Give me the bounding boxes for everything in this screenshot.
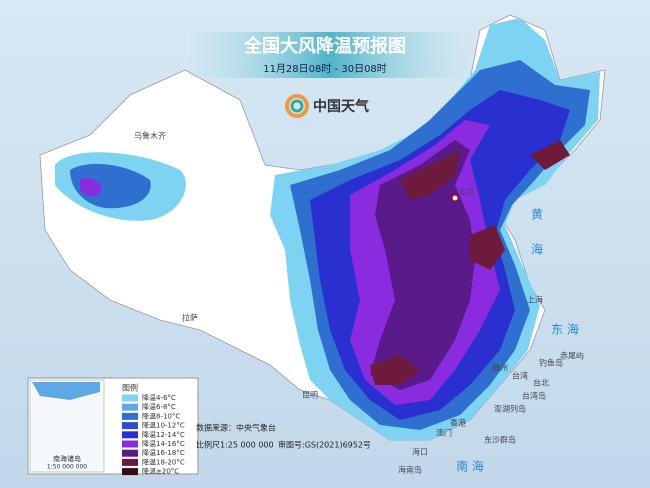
legend-swatch xyxy=(122,458,138,466)
place-label: 澎湖列岛 xyxy=(494,404,526,414)
inset-label: 南海诸岛 xyxy=(53,454,81,463)
legend-label: 降温16-18°C xyxy=(142,448,185,457)
map-scale: 比例尺1:25 000 000 xyxy=(196,440,274,450)
place-label: 北京 xyxy=(458,187,474,197)
place-label: 昆明 xyxy=(302,391,318,400)
legend-title: 图例 xyxy=(122,383,138,393)
inset-scale: 1:50 000 000 xyxy=(47,464,87,471)
zone-18-20 xyxy=(370,140,570,385)
place-label: 澳门 xyxy=(436,428,452,438)
title-banner xyxy=(190,32,470,78)
zone-xinjiang-core xyxy=(80,178,102,196)
legend-swatch xyxy=(122,412,138,420)
legend-label: 降温14-16°C xyxy=(142,439,185,448)
legend-swatch xyxy=(122,468,138,476)
place-label: 台北 xyxy=(533,378,549,388)
zone-xinjiang-mid xyxy=(70,163,151,209)
legend-swatch xyxy=(122,431,138,439)
legend-swatch xyxy=(122,422,138,430)
legend-swatch xyxy=(122,394,138,402)
legend-label: 降温18-20°C xyxy=(142,457,185,466)
legend-items: 降温4-6°C降温6-8°C降温8-10°C降温10-12°C降温12-14°C… xyxy=(122,393,185,476)
place-label: 拉萨 xyxy=(182,313,198,323)
place-label: 钓鱼岛 xyxy=(539,358,563,368)
inset-land xyxy=(32,382,100,400)
place-label: 福州 xyxy=(492,364,508,373)
place-label: 乌鲁木齐 xyxy=(134,131,166,141)
place-label: 台湾 xyxy=(512,371,528,381)
logo-text: 中国天气 xyxy=(313,98,369,115)
capital-marker xyxy=(451,194,459,202)
legend-label: 降温6-8°C xyxy=(142,402,176,411)
legend-swatch xyxy=(122,449,138,457)
legend-label: 降温8-10°C xyxy=(142,411,180,420)
zone-16-18 xyxy=(370,140,475,390)
place-label: 赤尾屿 xyxy=(560,352,584,361)
legend-label: 降温4-6°C xyxy=(142,393,176,402)
sea-label: 海 xyxy=(531,242,543,257)
legend-swatch xyxy=(122,440,138,448)
place-label: 上海 xyxy=(527,295,543,305)
logo-icon xyxy=(285,94,309,118)
legend-label: 降温≥20°C xyxy=(142,467,179,476)
logo-icon xyxy=(290,99,304,113)
place-label: 台湾岛 xyxy=(522,391,546,401)
place-label: 海南岛 xyxy=(398,465,422,475)
review-number: 审图号:GS(2021)6952号 xyxy=(278,440,371,450)
place-label: 香港 xyxy=(450,418,466,428)
legend-swatch xyxy=(122,403,138,411)
seas: 黄海东 海南 海 xyxy=(456,208,579,474)
logo: 中国天气 xyxy=(285,94,369,118)
data-source: 数据来源：中央气象台 xyxy=(196,423,276,433)
title: 全国大风降温预报图 xyxy=(243,35,406,57)
sea-label: 东 海 xyxy=(551,322,579,337)
place-label: 海口 xyxy=(412,447,428,457)
legend-label: 降温12-14°C xyxy=(142,430,185,439)
sea-label: 黄 xyxy=(531,208,543,222)
place-label: 东沙群岛 xyxy=(484,435,516,445)
sea-label: 南 海 xyxy=(456,459,484,474)
subtitle: 11月28日08时 - 30日08时 xyxy=(263,63,387,75)
legend: 南海诸岛 1:50 000 000 图例 降温4-6°C降温6-8°C降温8-1… xyxy=(27,377,199,476)
legend-label: 降温10-12°C xyxy=(142,421,185,430)
